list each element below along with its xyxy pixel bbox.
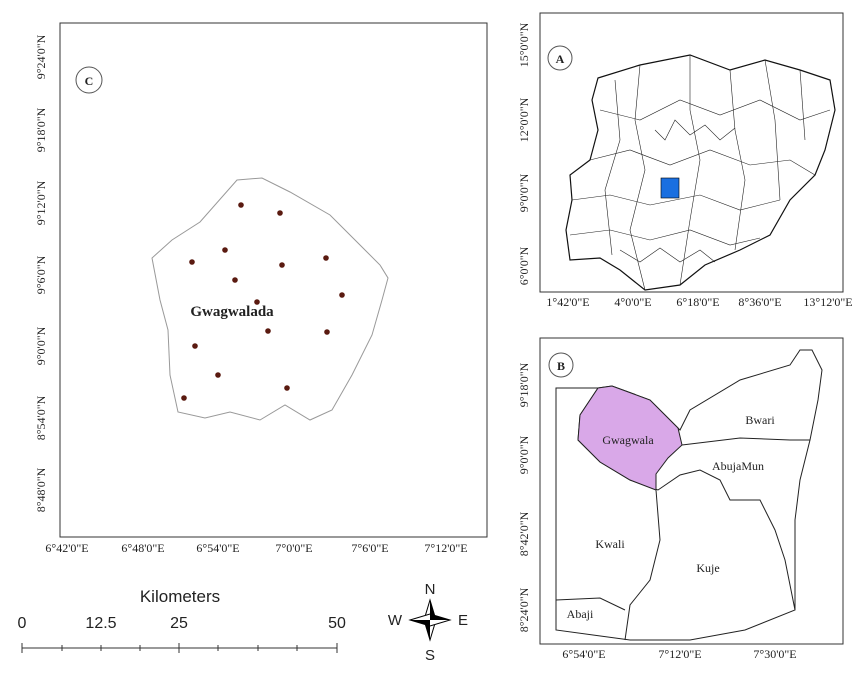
lat-tick-label: 12°0'0"N: [517, 97, 531, 142]
lon-tick-label: 4°0'0"E: [614, 295, 651, 309]
figure: C Gwagwalada Kilometers N S W E A: [0, 0, 855, 677]
lat-tick-label: 15°0'0"N: [517, 22, 531, 67]
fct-highlight: [661, 178, 679, 198]
nigeria-outline: [566, 55, 835, 290]
area-label: Gwagwalada: [190, 304, 274, 320]
lat-tick-label: 9°6'0"N: [34, 255, 48, 294]
lat-tick-label: 8°48'0"N: [34, 467, 48, 512]
lat-tick-label: 9°0'0"N: [34, 326, 48, 365]
compass-s: S: [425, 647, 435, 664]
boundary: [682, 438, 810, 445]
district-label: Bwari: [745, 413, 775, 427]
panel-label: C: [85, 74, 94, 88]
gwagwalada-outline: [152, 178, 388, 420]
lon-tick-label: 7°0'0"E: [275, 541, 312, 555]
district-label: Kuje: [696, 561, 719, 575]
lon-tick-label: 6°42'0"E: [45, 541, 88, 555]
district-label: AbujaMun: [712, 459, 764, 473]
district-label: Kwali: [595, 537, 625, 551]
scale-title: Kilometers: [140, 587, 220, 606]
lat-tick-label: 8°54'0"N: [34, 395, 48, 440]
lon-tick-label: 6°18'0"E: [676, 295, 719, 309]
lon-tick-label: 7°6'0"E: [351, 541, 388, 555]
compass-e: E: [458, 612, 468, 629]
lat-tick-label: 9°12'0"N: [34, 180, 48, 225]
compass-w: W: [388, 612, 403, 629]
boundary: [625, 490, 660, 640]
lon-tick-label: 7°30'0"E: [753, 647, 796, 661]
compass-rose: [410, 600, 450, 640]
lon-tick-label: 8°36'0"E: [738, 295, 781, 309]
lon-tick-label: 6°54'0"E: [196, 541, 239, 555]
lat-tick-label: 9°18'0"N: [34, 107, 48, 152]
lon-tick-label: 6°48'0"E: [121, 541, 164, 555]
lon-tick-label: 13°12'0"E: [803, 295, 852, 309]
scale-label: 0: [18, 615, 27, 632]
panel-label: B: [557, 359, 565, 373]
scale-label: 25: [170, 615, 188, 632]
panel-label: A: [556, 52, 565, 66]
lat-tick-label: 9°18'0"N: [517, 362, 531, 407]
lon-tick-label: 6°54'0"E: [562, 647, 605, 661]
scale-label: 50: [328, 615, 346, 632]
lat-tick-label: 8°42'0"N: [517, 511, 531, 556]
lat-tick-label: 8°24'0"N: [517, 587, 531, 632]
lat-tick-label: 9°24'0"N: [34, 34, 48, 79]
lat-tick-label: 9°0'0"N: [517, 173, 531, 212]
scale-label: 12.5: [85, 615, 116, 632]
lon-tick-label: 7°12'0"E: [658, 647, 701, 661]
lon-tick-label: 1°42'0"E: [546, 295, 589, 309]
lat-tick-label: 6°0'0"N: [517, 246, 531, 285]
district-label: Abaji: [567, 607, 594, 621]
compass-n: N: [425, 581, 436, 598]
district-label: Gwagwala: [602, 433, 654, 447]
lon-tick-label: 7°12'0"E: [424, 541, 467, 555]
lat-tick-label: 9°0'0"N: [517, 435, 531, 474]
panel-b-frame: [540, 338, 843, 644]
